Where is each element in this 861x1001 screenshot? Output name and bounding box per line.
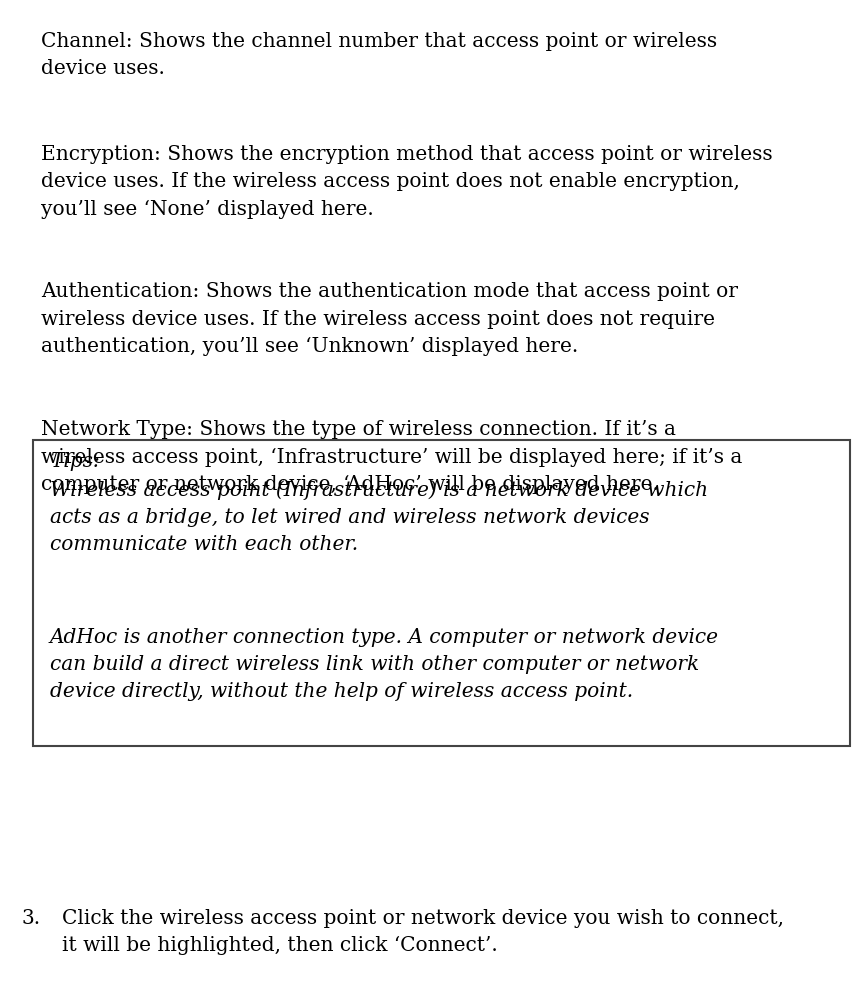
- Text: Channel: Shows the channel number that access point or wireless
device uses.: Channel: Shows the channel number that a…: [41, 32, 716, 78]
- Text: Encryption: Shows the encryption method that access point or wireless
device use: Encryption: Shows the encryption method …: [41, 145, 772, 219]
- Text: Network Type: Shows the type of wireless connection. If it’s a
wireless access p: Network Type: Shows the type of wireless…: [41, 420, 742, 494]
- Text: Click the wireless access point or network device you wish to connect,
it will b: Click the wireless access point or netwo…: [62, 909, 784, 955]
- Text: AdHoc is another connection type. A computer or network device
can build a direc: AdHoc is another connection type. A comp…: [50, 628, 718, 701]
- Text: 3.: 3.: [22, 909, 40, 928]
- Text: Tips:
Wireless access point (Infrastructure) is a network device which
acts as a: Tips: Wireless access point (Infrastruct…: [50, 452, 707, 555]
- Text: Authentication: Shows the authentication mode that access point or
wireless devi: Authentication: Shows the authentication…: [41, 282, 738, 356]
- FancyBboxPatch shape: [33, 440, 849, 746]
